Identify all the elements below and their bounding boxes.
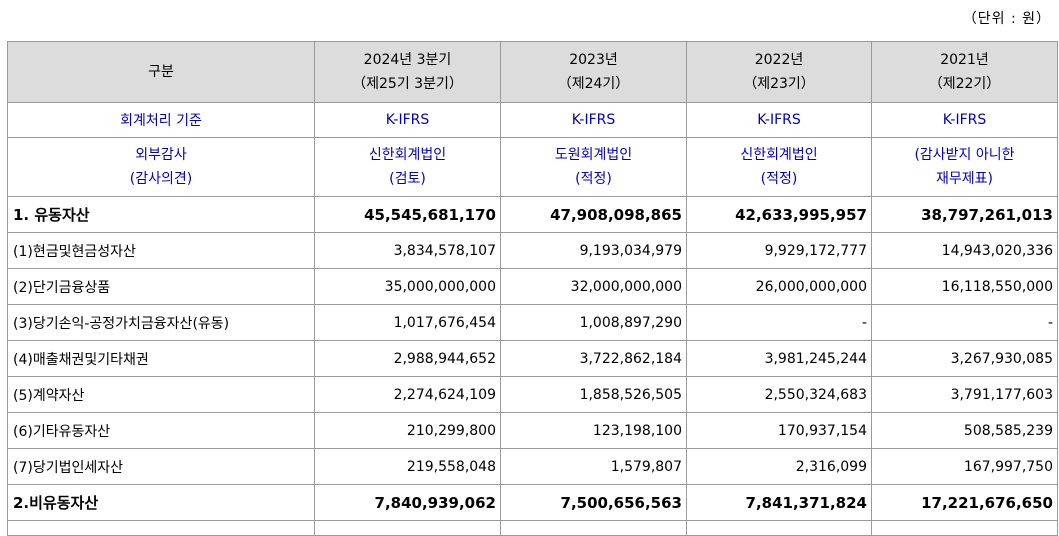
row-value: 26,000,000,000 xyxy=(686,268,872,305)
external-audit-label: 외부감사 (감사의견) xyxy=(7,137,315,197)
header-period: 2024년 3분기 （제25기 3분기） xyxy=(314,41,501,103)
table-row: (7)당기법인세자산 219,558,048 1,579,807 2,316,0… xyxy=(7,448,1058,485)
audit-label-line2: (감사의견) xyxy=(129,171,193,187)
empty-cell xyxy=(871,520,1058,536)
table-row: 1. 유동자산 45,545,681,170 47,908,098,865 42… xyxy=(7,196,1058,233)
audit-opinion: (적정) xyxy=(760,171,798,187)
accounting-standard-value: K-IFRS xyxy=(314,102,501,138)
table-row: (6)기타유동자산 210,299,800 123,198,100 170,93… xyxy=(7,412,1058,449)
row-value: 2,274,624,109 xyxy=(314,376,501,413)
row-value: 123,198,100 xyxy=(500,412,687,449)
audit-opinion-cell: 도원회계법인 (적정) xyxy=(500,137,687,197)
row-label: 2.비유동자산 xyxy=(7,484,315,521)
row-value: 14,943,020,336 xyxy=(871,232,1058,269)
header-period: 2023년 （제24기） xyxy=(500,41,687,103)
header-category: 구분 xyxy=(7,41,315,103)
header-period-term: （제24기） xyxy=(557,76,630,92)
row-value: 16,118,550,000 xyxy=(871,268,1058,305)
auditor-name: 신한회계법인 xyxy=(368,147,447,163)
table-row: 2.비유동자산 7,840,939,062 7,500,656,563 7,84… xyxy=(7,484,1058,521)
audit-opinion: (적정) xyxy=(575,171,612,187)
row-value: 210,299,800 xyxy=(314,412,501,449)
header-period: 2022년 （제23기） xyxy=(686,41,872,103)
row-value: - xyxy=(686,304,872,341)
row-value: 2,550,324,683 xyxy=(686,376,872,413)
unit-note: （단위 : 원） xyxy=(962,11,1051,27)
audit-opinion: (검토) xyxy=(389,171,426,187)
row-value: 1,579,807 xyxy=(500,448,687,485)
row-value: 219,558,048 xyxy=(314,448,501,485)
row-value: 508,585,239 xyxy=(871,412,1058,449)
row-label: (3)당기손익-공정가치금융자산(유동) xyxy=(7,304,315,341)
header-period-year: 2023년 xyxy=(569,52,618,68)
row-value: 9,193,034,979 xyxy=(500,232,687,269)
accounting-standard-value: K-IFRS xyxy=(500,102,687,138)
row-value: 32,000,000,000 xyxy=(500,268,687,305)
row-value: 170,937,154 xyxy=(686,412,872,449)
row-value: 2,988,944,652 xyxy=(314,340,501,377)
audit-opinion: 재무제표) xyxy=(936,171,993,187)
audit-opinion-cell: 신한회계법인 (적정) xyxy=(686,137,872,197)
accounting-standard-row: 회계처리 기준 K-IFRS K-IFRS K-IFRS K-IFRS xyxy=(7,102,1058,138)
row-value: 42,633,995,957 xyxy=(686,196,872,233)
empty-cell xyxy=(314,520,501,536)
table-row: (4)매출채권및기타채권 2,988,944,652 3,722,862,184… xyxy=(7,340,1058,377)
table-row: (1)현금및현금성자산 3,834,578,107 9,193,034,979 … xyxy=(7,232,1058,269)
row-label: (6)기타유동자산 xyxy=(7,412,315,449)
header-row: 구분 2024년 3분기 （제25기 3분기） 2023년 （제24기） 2022년… xyxy=(7,41,1058,103)
header-period-year: 2024년 3분기 xyxy=(363,52,452,68)
row-value: 3,722,862,184 xyxy=(500,340,687,377)
auditor-name: 신한회계법인 xyxy=(740,147,818,163)
row-value: 9,929,172,777 xyxy=(686,232,872,269)
table-row: (5)계약자산 2,274,624,109 1,858,526,505 2,55… xyxy=(7,376,1058,413)
row-value: 3,791,177,603 xyxy=(871,376,1058,413)
row-label: (4)매출채권및기타채권 xyxy=(7,340,315,377)
header-period-term: （제25기 3분기） xyxy=(352,76,463,92)
empty-cell xyxy=(7,520,315,536)
accounting-standard-value: K-IFRS xyxy=(871,102,1058,138)
header-period-year: 2022년 xyxy=(754,52,804,68)
row-value: 3,981,245,244 xyxy=(686,340,872,377)
row-value: 45,545,681,170 xyxy=(314,196,501,233)
table-row: (2)단기금융상품 35,000,000,000 32,000,000,000 … xyxy=(7,268,1058,305)
row-value: 7,500,656,563 xyxy=(500,484,687,521)
row-value: 38,797,261,013 xyxy=(871,196,1058,233)
external-audit-row: 외부감사 (감사의견) 신한회계법인 (검토) 도원회계법인 (적정) 신한회계법인 (… xyxy=(7,137,1058,197)
row-value: 35,000,000,000 xyxy=(314,268,501,305)
row-value: 167,997,750 xyxy=(871,448,1058,485)
table-row-partial xyxy=(7,520,1058,536)
accounting-standard-value: K-IFRS xyxy=(686,102,872,138)
row-value: 3,267,930,085 xyxy=(871,340,1058,377)
audit-label-line1: 외부감사 xyxy=(135,147,187,163)
row-value: - xyxy=(871,304,1058,341)
empty-cell xyxy=(686,520,872,536)
table-row: (3)당기손익-공정가치금융자산(유동) 1,017,676,454 1,008… xyxy=(7,304,1058,341)
auditor-name: 도원회계법인 xyxy=(554,147,633,163)
row-label: (7)당기법인세자산 xyxy=(7,448,315,485)
financial-summary-table: 구분 2024년 3분기 （제25기 3분기） 2023년 （제24기） 2022년… xyxy=(7,41,1058,536)
row-value: 7,841,371,824 xyxy=(686,484,872,521)
header-period: 2021년 （제22기） xyxy=(871,41,1058,103)
row-value: 47,908,098,865 xyxy=(500,196,687,233)
row-label: 1. 유동자산 xyxy=(7,196,315,233)
auditor-name: (감사받지 아니한 xyxy=(914,147,1015,163)
row-label: (2)단기금융상품 xyxy=(7,268,315,305)
row-value: 1,008,897,290 xyxy=(500,304,687,341)
row-value: 3,834,578,107 xyxy=(314,232,501,269)
empty-cell xyxy=(500,520,687,536)
header-period-year: 2021년 xyxy=(940,52,989,68)
row-value: 17,221,676,650 xyxy=(871,484,1058,521)
row-value: 1,858,526,505 xyxy=(500,376,687,413)
row-value: 2,316,099 xyxy=(686,448,872,485)
accounting-standard-label: 회계처리 기준 xyxy=(7,102,315,138)
row-label: (1)현금및현금성자산 xyxy=(7,232,315,269)
header-period-term: （제23기） xyxy=(743,76,815,92)
row-value: 1,017,676,454 xyxy=(314,304,501,341)
row-label: (5)계약자산 xyxy=(7,376,315,413)
header-period-term: （제22기） xyxy=(928,76,1001,92)
row-value: 7,840,939,062 xyxy=(314,484,501,521)
audit-opinion-cell: 신한회계법인 (검토) xyxy=(314,137,501,197)
